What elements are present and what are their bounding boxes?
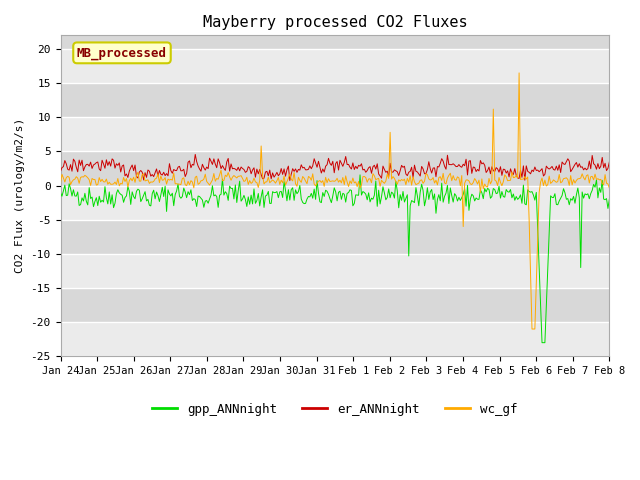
Bar [61,322,609,356]
Legend: gpp_ANNnight, er_ANNnight, wc_gf: gpp_ANNnight, er_ANNnight, wc_gf [147,398,522,420]
Text: MB_processed: MB_processed [77,46,167,60]
Y-axis label: CO2 Flux (urology/m2/s): CO2 Flux (urology/m2/s) [15,118,25,274]
Bar [61,186,609,220]
Bar [61,117,609,152]
Bar [61,49,609,83]
Bar [61,254,609,288]
Title: Mayberry processed CO2 Fluxes: Mayberry processed CO2 Fluxes [203,15,467,30]
